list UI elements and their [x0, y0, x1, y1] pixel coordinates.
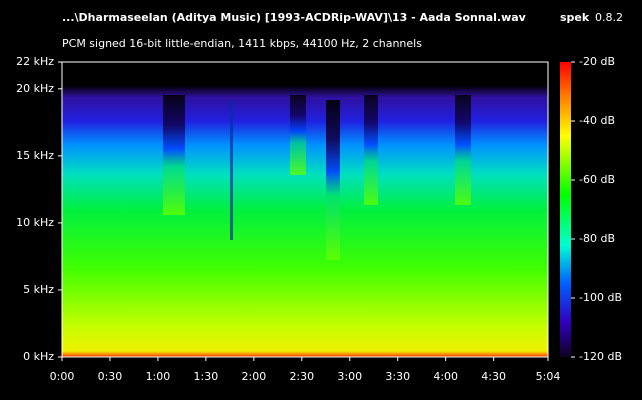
x-tick-label: 3:30 — [385, 370, 410, 383]
colorbar-tick-label: -40 dB — [579, 114, 615, 127]
x-tick-label: 0:30 — [98, 370, 123, 383]
app-version: 0.8.2 — [595, 11, 623, 24]
colorbar-tick-label: -60 dB — [579, 173, 615, 186]
x-tick-label: 2:00 — [241, 370, 266, 383]
x-tick-label: 2:30 — [289, 370, 314, 383]
y-tick-label: 0 kHz — [23, 350, 54, 363]
x-tick-label: 4:00 — [433, 370, 458, 383]
y-tick-label: 20 kHz — [16, 82, 54, 95]
y-tick-label: 5 kHz — [23, 283, 54, 296]
spectrogram — [62, 62, 548, 357]
x-tick-label: 3:00 — [337, 370, 362, 383]
x-tick-label: 1:30 — [194, 370, 219, 383]
title: ...\Dharmaseelan (Aditya Music) [1993-AC… — [62, 11, 527, 24]
colorbar — [560, 62, 571, 357]
y-tick-label: 10 kHz — [16, 216, 54, 229]
subtitle: PCM signed 16-bit little-endian, 1411 kb… — [62, 37, 422, 50]
x-tick-label: 5:04 — [536, 370, 561, 383]
x-tick-label: 4:30 — [481, 370, 506, 383]
colorbar-tick-label: -80 dB — [579, 232, 615, 245]
x-tick-label: 0:00 — [50, 370, 75, 383]
app-name: spek — [560, 11, 590, 24]
x-tick-label: 1:00 — [146, 370, 171, 383]
plot-frame — [61, 61, 549, 358]
colorbar-tick-label: -120 dB — [579, 350, 622, 363]
colorbar-tick-label: -20 dB — [579, 55, 615, 68]
y-tick-label: 15 kHz — [16, 149, 54, 162]
y-tick-label: 22 kHz — [16, 55, 54, 68]
colorbar-tick-label: -100 dB — [579, 291, 622, 304]
